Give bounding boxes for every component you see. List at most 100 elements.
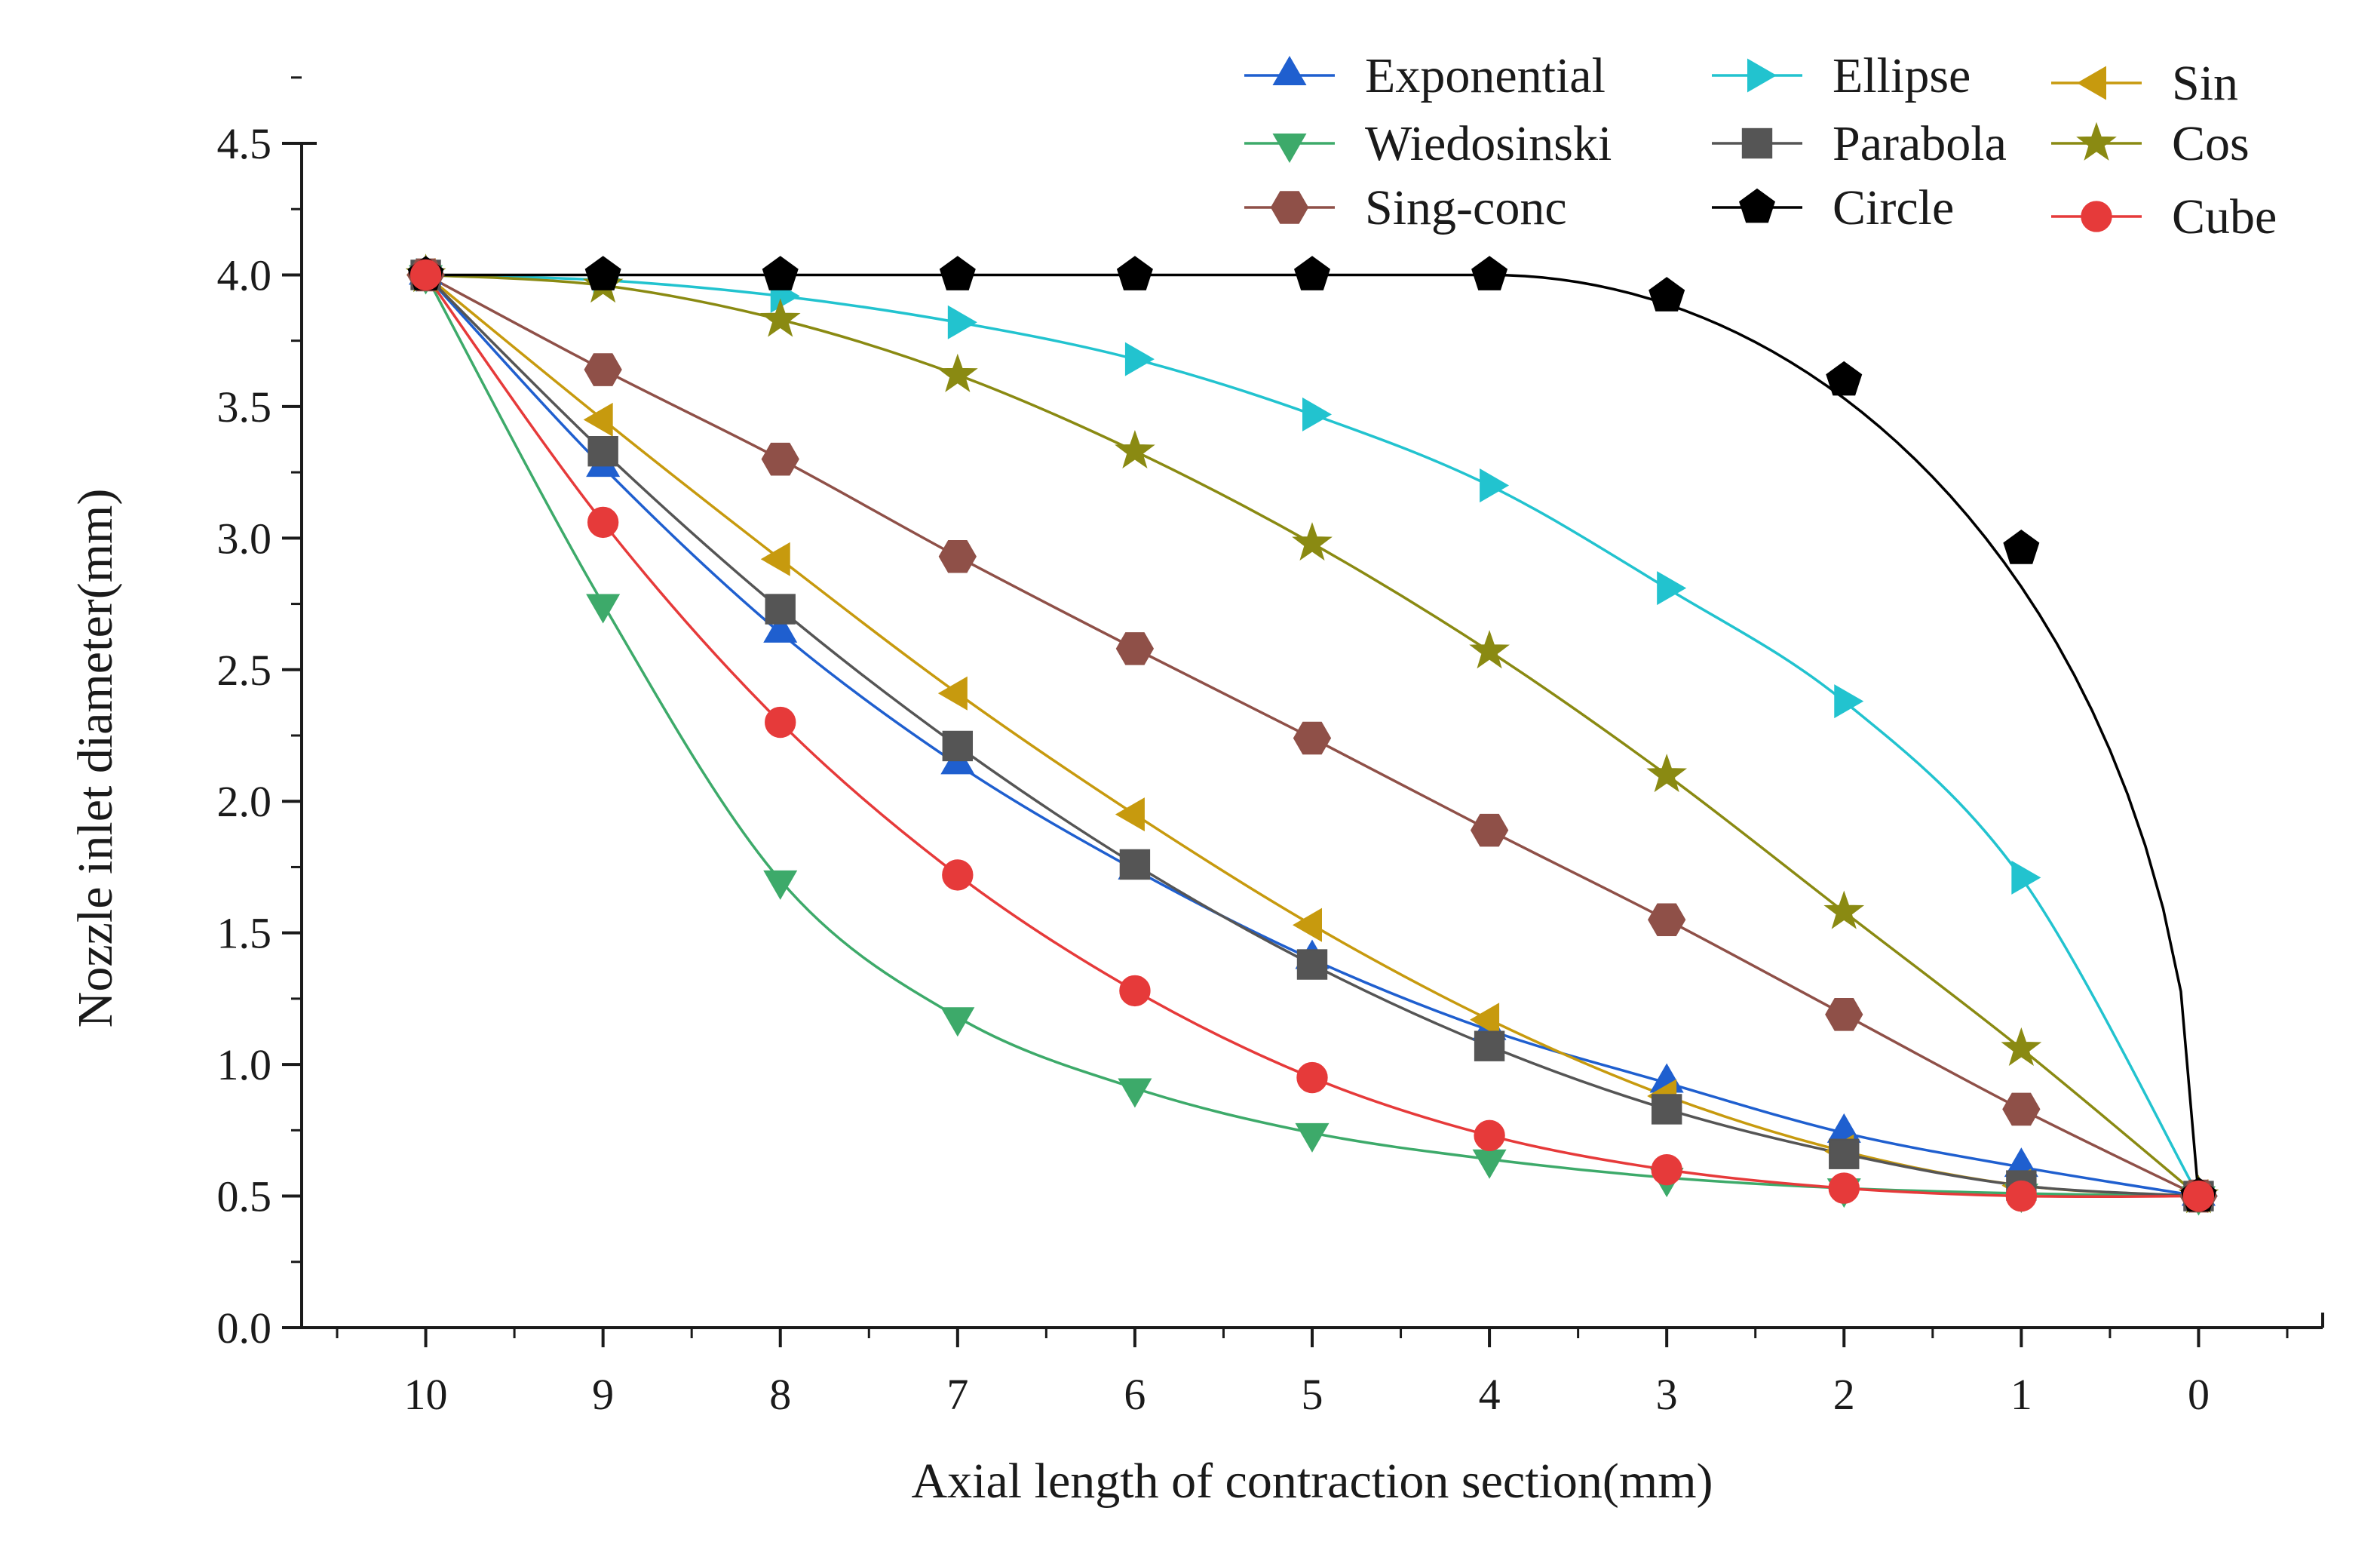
data-point-cos [937, 353, 978, 392]
x-tick-label: 0 [2188, 1370, 2210, 1419]
legend-item-exponential: Exponential [1244, 48, 1606, 103]
x-tick-label: 3 [1656, 1370, 1678, 1419]
x-tick-label: 4 [1479, 1370, 1501, 1419]
data-point-sin [1470, 1003, 1500, 1037]
data-point-circle [1293, 256, 1331, 290]
y-tick-label: 2.0 [217, 777, 272, 826]
legend-marker-circle [1738, 188, 1776, 223]
data-point-circle [939, 256, 976, 290]
legend: Exponential Ellipse Sin Wiedosinski Parabola… [1244, 48, 2277, 244]
y-tick-label: 1.0 [217, 1040, 272, 1089]
data-point-sing-conc [1470, 813, 1509, 847]
data-point-circle [584, 256, 621, 290]
data-point-wiedosinski [1295, 1122, 1330, 1153]
data-point-sing-conc [1648, 903, 1686, 937]
y-tick-label: 3.0 [217, 514, 272, 563]
legend-item-circle: Circle [1712, 180, 1954, 235]
x-tick-label: 2 [1833, 1370, 1855, 1419]
legend-item-parabola: Parabola [1712, 116, 2007, 171]
series-line-circle [425, 273, 2201, 1196]
data-point-parabola [587, 436, 618, 467]
data-point-wiedosinski [586, 594, 621, 624]
data-point-parabola [1474, 1030, 1505, 1061]
data-point-cube [942, 859, 974, 891]
data-point-parabola [1296, 949, 1328, 980]
data-point-cos [1469, 630, 1510, 669]
x-tick-label: 1 [2010, 1370, 2032, 1419]
legend-item-cube: Cube [2051, 189, 2277, 244]
data-point-cube [1474, 1119, 1505, 1151]
data-point-cube [587, 506, 619, 539]
data-point-circle [1826, 361, 1863, 396]
data-point-ellipse [1657, 571, 1687, 606]
data-point-ellipse [2011, 860, 2041, 895]
data-point-sin [1292, 907, 1322, 942]
y-tick-label: 3.5 [217, 382, 272, 431]
legend-label-cos: Cos [2172, 116, 2250, 171]
data-point-cube [2182, 1180, 2215, 1212]
data-point-cos [759, 298, 801, 337]
y-tick-label: 2.5 [217, 646, 272, 695]
data-point-circle [1649, 277, 1685, 312]
legend-label-sin: Sin [2172, 56, 2238, 111]
data-point-cube [1296, 1061, 1328, 1094]
legend-marker-exponential [1272, 56, 1307, 85]
legend-item-sing-conc: Sing-conc [1244, 180, 1567, 235]
legend-item-wiedosinski: Wiedosinski [1244, 116, 1612, 171]
x-tick-label: 9 [592, 1370, 614, 1419]
x-tick-label: 10 [404, 1370, 448, 1419]
data-point-cube [409, 259, 442, 291]
data-point-circle [2003, 530, 2040, 564]
data-point-exponential [1826, 1113, 1861, 1143]
series-line-exponential [425, 274, 2199, 1198]
series-line-ellipse [425, 273, 2200, 1197]
data-point-cos [1823, 890, 1865, 929]
series-lines [425, 273, 2201, 1199]
data-point-sin [583, 402, 613, 437]
data-point-exponential [763, 613, 798, 643]
data-point-circle [762, 256, 799, 290]
legend-label-circle: Circle [1833, 180, 1954, 235]
x-axis-title: Axial length of contraction section(mm) [911, 1454, 1713, 1509]
legend-item-cos: Cos [2051, 116, 2250, 171]
data-point-sing-conc [1293, 721, 1332, 755]
data-point-sin [760, 542, 790, 576]
legend-marker-ellipse [1747, 58, 1777, 93]
data-point-sing-conc [584, 353, 622, 386]
x-tick-label: 5 [1302, 1370, 1323, 1419]
data-point-wiedosinski [763, 870, 798, 900]
data-point-circle [1116, 256, 1153, 290]
data-point-cube [1119, 975, 1151, 1007]
legend-label-parabola: Parabola [1833, 116, 2007, 171]
series-markers [405, 253, 2219, 1216]
y-tick-label: 0.5 [217, 1172, 272, 1221]
x-tick-label: 7 [946, 1370, 968, 1419]
data-point-parabola [1651, 1094, 1682, 1125]
data-point-cos [2001, 1027, 2042, 1067]
series-line-sin [425, 274, 2199, 1198]
data-point-wiedosinski [1472, 1149, 1507, 1179]
legend-label-exponential: Exponential [1365, 48, 1606, 103]
legend-marker-parabola [1741, 127, 1773, 159]
legend-label-ellipse: Ellipse [1833, 48, 1971, 103]
data-point-ellipse [1480, 468, 1510, 503]
data-point-sing-conc [2002, 1092, 2041, 1126]
data-point-parabola [1829, 1138, 1860, 1169]
data-point-sing-conc [938, 539, 977, 573]
legend-marker-cube [2081, 201, 2112, 232]
data-point-sing-conc [1825, 998, 1863, 1031]
series-line-cube [425, 274, 2199, 1199]
y-tick-label: 4.0 [217, 250, 272, 299]
series-line-cos [425, 273, 2200, 1197]
data-point-ellipse [1302, 397, 1333, 431]
legend-marker-sin [2076, 66, 2106, 100]
data-point-parabola [942, 730, 974, 762]
data-point-parabola [1119, 849, 1151, 880]
legend-marker-wiedosinski [1272, 134, 1307, 163]
y-axis-title: Nozzle inlet diameter(mm) [68, 489, 123, 1028]
data-point-ellipse [1124, 342, 1155, 376]
data-point-wiedosinski [940, 1007, 975, 1037]
axes: 0.00.51.01.52.02.53.03.54.04.510 9 8 7 6 5 4 3 2… [217, 76, 2324, 1419]
